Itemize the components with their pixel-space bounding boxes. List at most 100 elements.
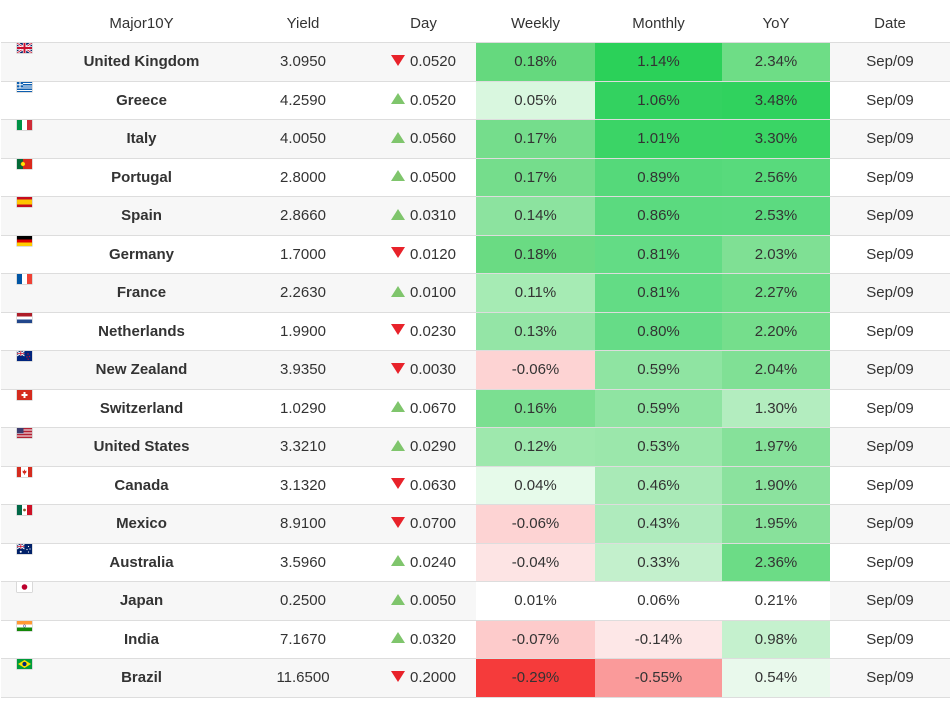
table-row[interactable]: Brazil 11.6500 0.2000 -0.29% -0.55% 0.54% Sep/… bbox=[1, 658, 950, 698]
day-change-value: 0.0520 bbox=[410, 53, 456, 71]
day-change-value: 0.0700 bbox=[410, 515, 456, 533]
country-name[interactable]: United States bbox=[48, 427, 235, 467]
table-row[interactable]: Australia 3.5960 0.0240 -0.04% 0.33% 2.36% Sep… bbox=[1, 543, 950, 582]
country-name[interactable]: Netherlands bbox=[48, 312, 235, 351]
day-change: 0.0120 bbox=[371, 235, 476, 274]
triangle-up-icon bbox=[391, 632, 406, 644]
header-date[interactable]: Date bbox=[830, 4, 950, 43]
it-flag-icon bbox=[17, 120, 32, 131]
country-name[interactable]: New Zealand bbox=[48, 350, 235, 390]
day-change-value: 0.0290 bbox=[410, 438, 456, 456]
header-flag bbox=[1, 4, 48, 43]
header-weekly[interactable]: Weekly bbox=[476, 4, 595, 43]
yoy-change: 2.27% bbox=[722, 273, 830, 313]
yield-value: 3.3210 bbox=[235, 427, 371, 467]
table-row[interactable]: Greece 4.2590 0.0520 0.05% 1.06% 3.48% Sep/09 bbox=[1, 81, 950, 120]
country-name[interactable]: Greece bbox=[48, 81, 235, 120]
table-row[interactable]: France 2.2630 0.0100 0.11% 0.81% 2.27% Sep/09 bbox=[1, 273, 950, 313]
yoy-change: 2.56% bbox=[722, 158, 830, 197]
monthly-change: 0.43% bbox=[595, 504, 722, 544]
country-name[interactable]: Switzerland bbox=[48, 389, 235, 428]
triangle-down-icon bbox=[391, 362, 406, 374]
flag-cell bbox=[1, 196, 48, 236]
table-row[interactable]: Canada 3.1320 0.0630 0.04% 0.46% 1.90% Sep/09 bbox=[1, 466, 950, 505]
day-change: 0.0030 bbox=[371, 350, 476, 390]
country-name[interactable]: Brazil bbox=[48, 658, 235, 698]
table-row[interactable]: Japan 0.2500 0.0050 0.01% 0.06% 0.21% Sep/09 bbox=[1, 581, 950, 621]
country-name[interactable]: India bbox=[48, 620, 235, 659]
flag-cell bbox=[1, 466, 48, 505]
day-change: 0.0320 bbox=[371, 620, 476, 659]
country-name[interactable]: Japan bbox=[48, 581, 235, 621]
yield-value: 1.9900 bbox=[235, 312, 371, 351]
monthly-change: -0.14% bbox=[595, 620, 722, 659]
au-flag-icon bbox=[17, 543, 32, 554]
table-row[interactable]: Switzerland 1.0290 0.0670 0.16% 0.59% 1.30% Se… bbox=[1, 389, 950, 428]
day-change-value: 0.0120 bbox=[410, 245, 456, 263]
day-change-value: 0.0100 bbox=[410, 284, 456, 302]
weekly-change: 0.14% bbox=[476, 196, 595, 236]
date-value: Sep/09 bbox=[830, 466, 950, 505]
table-row[interactable]: Portugal 2.8000 0.0500 0.17% 0.89% 2.56% Sep/0… bbox=[1, 158, 950, 197]
yield-value: 0.2500 bbox=[235, 581, 371, 621]
weekly-change: 0.17% bbox=[476, 158, 595, 197]
country-name[interactable]: Italy bbox=[48, 119, 235, 159]
yoy-change: 2.53% bbox=[722, 196, 830, 236]
weekly-change: -0.29% bbox=[476, 658, 595, 698]
date-value: Sep/09 bbox=[830, 235, 950, 274]
yield-value: 2.8660 bbox=[235, 196, 371, 236]
table-row[interactable]: Germany 1.7000 0.0120 0.18% 0.81% 2.03% Sep/09 bbox=[1, 235, 950, 274]
table-row[interactable]: New Zealand 3.9350 0.0030 -0.06% 0.59% 2.04% S… bbox=[1, 350, 950, 390]
country-name[interactable]: United Kingdom bbox=[48, 42, 235, 82]
header-yield[interactable]: Yield bbox=[235, 4, 371, 43]
header-monthly[interactable]: Monthly bbox=[595, 4, 722, 43]
flag-cell bbox=[1, 658, 48, 698]
table-row[interactable]: Netherlands 1.9900 0.0230 0.13% 0.80% 2.20% Se… bbox=[1, 312, 950, 351]
weekly-change: 0.16% bbox=[476, 389, 595, 428]
country-name[interactable]: Portugal bbox=[48, 158, 235, 197]
date-value: Sep/09 bbox=[830, 427, 950, 467]
country-name[interactable]: Australia bbox=[48, 543, 235, 582]
triangle-up-icon bbox=[391, 401, 406, 413]
day-change: 0.0520 bbox=[371, 81, 476, 120]
yield-value: 3.1320 bbox=[235, 466, 371, 505]
day-change: 0.2000 bbox=[371, 658, 476, 698]
monthly-change: 0.06% bbox=[595, 581, 722, 621]
country-name[interactable]: France bbox=[48, 273, 235, 313]
yoy-change: 1.30% bbox=[722, 389, 830, 428]
yoy-change: 1.97% bbox=[722, 427, 830, 467]
gr-flag-icon bbox=[17, 81, 32, 92]
header-yoy[interactable]: YoY bbox=[722, 4, 830, 43]
monthly-change: 0.81% bbox=[595, 273, 722, 313]
yoy-change: 2.03% bbox=[722, 235, 830, 274]
table-row[interactable]: Italy 4.0050 0.0560 0.17% 1.01% 3.30% Sep/09 bbox=[1, 119, 950, 159]
monthly-change: 0.86% bbox=[595, 196, 722, 236]
country-name[interactable]: Germany bbox=[48, 235, 235, 274]
country-name[interactable]: Mexico bbox=[48, 504, 235, 544]
table-row[interactable]: Spain 2.8660 0.0310 0.14% 0.86% 2.53% Sep/09 bbox=[1, 196, 950, 236]
country-name[interactable]: Spain bbox=[48, 196, 235, 236]
yield-value: 8.9100 bbox=[235, 504, 371, 544]
pt-flag-icon bbox=[17, 158, 32, 169]
triangle-down-icon bbox=[391, 516, 406, 528]
table-row[interactable]: United States 3.3210 0.0290 0.12% 0.53% 1.97%… bbox=[1, 427, 950, 467]
header-name[interactable]: Major10Y bbox=[48, 4, 235, 43]
monthly-change: 1.06% bbox=[595, 81, 722, 120]
yield-value: 3.9350 bbox=[235, 350, 371, 390]
header-day[interactable]: Day bbox=[371, 4, 476, 43]
day-change-value: 0.0050 bbox=[410, 592, 456, 610]
day-change-value: 0.0560 bbox=[410, 130, 456, 148]
monthly-change: 0.46% bbox=[595, 466, 722, 505]
date-value: Sep/09 bbox=[830, 581, 950, 621]
table-row[interactable]: India 7.1670 0.0320 -0.07% -0.14% 0.98% Sep/09 bbox=[1, 620, 950, 659]
flag-cell bbox=[1, 350, 48, 390]
table-row[interactable]: Mexico 8.9100 0.0700 -0.06% 0.43% 1.95% Sep/09 bbox=[1, 504, 950, 544]
weekly-change: -0.06% bbox=[476, 350, 595, 390]
day-change: 0.0240 bbox=[371, 543, 476, 582]
weekly-change: -0.04% bbox=[476, 543, 595, 582]
table-row[interactable]: United Kingdom 3.0950 0.0520 0.18% 1.14% 2.34… bbox=[1, 42, 950, 82]
yoy-change: 2.20% bbox=[722, 312, 830, 351]
country-name[interactable]: Canada bbox=[48, 466, 235, 505]
bond-yields-table: Major10Y Yield Day Weekly Monthly YoY Da… bbox=[1, 4, 950, 698]
day-change-value: 0.0500 bbox=[410, 168, 456, 186]
